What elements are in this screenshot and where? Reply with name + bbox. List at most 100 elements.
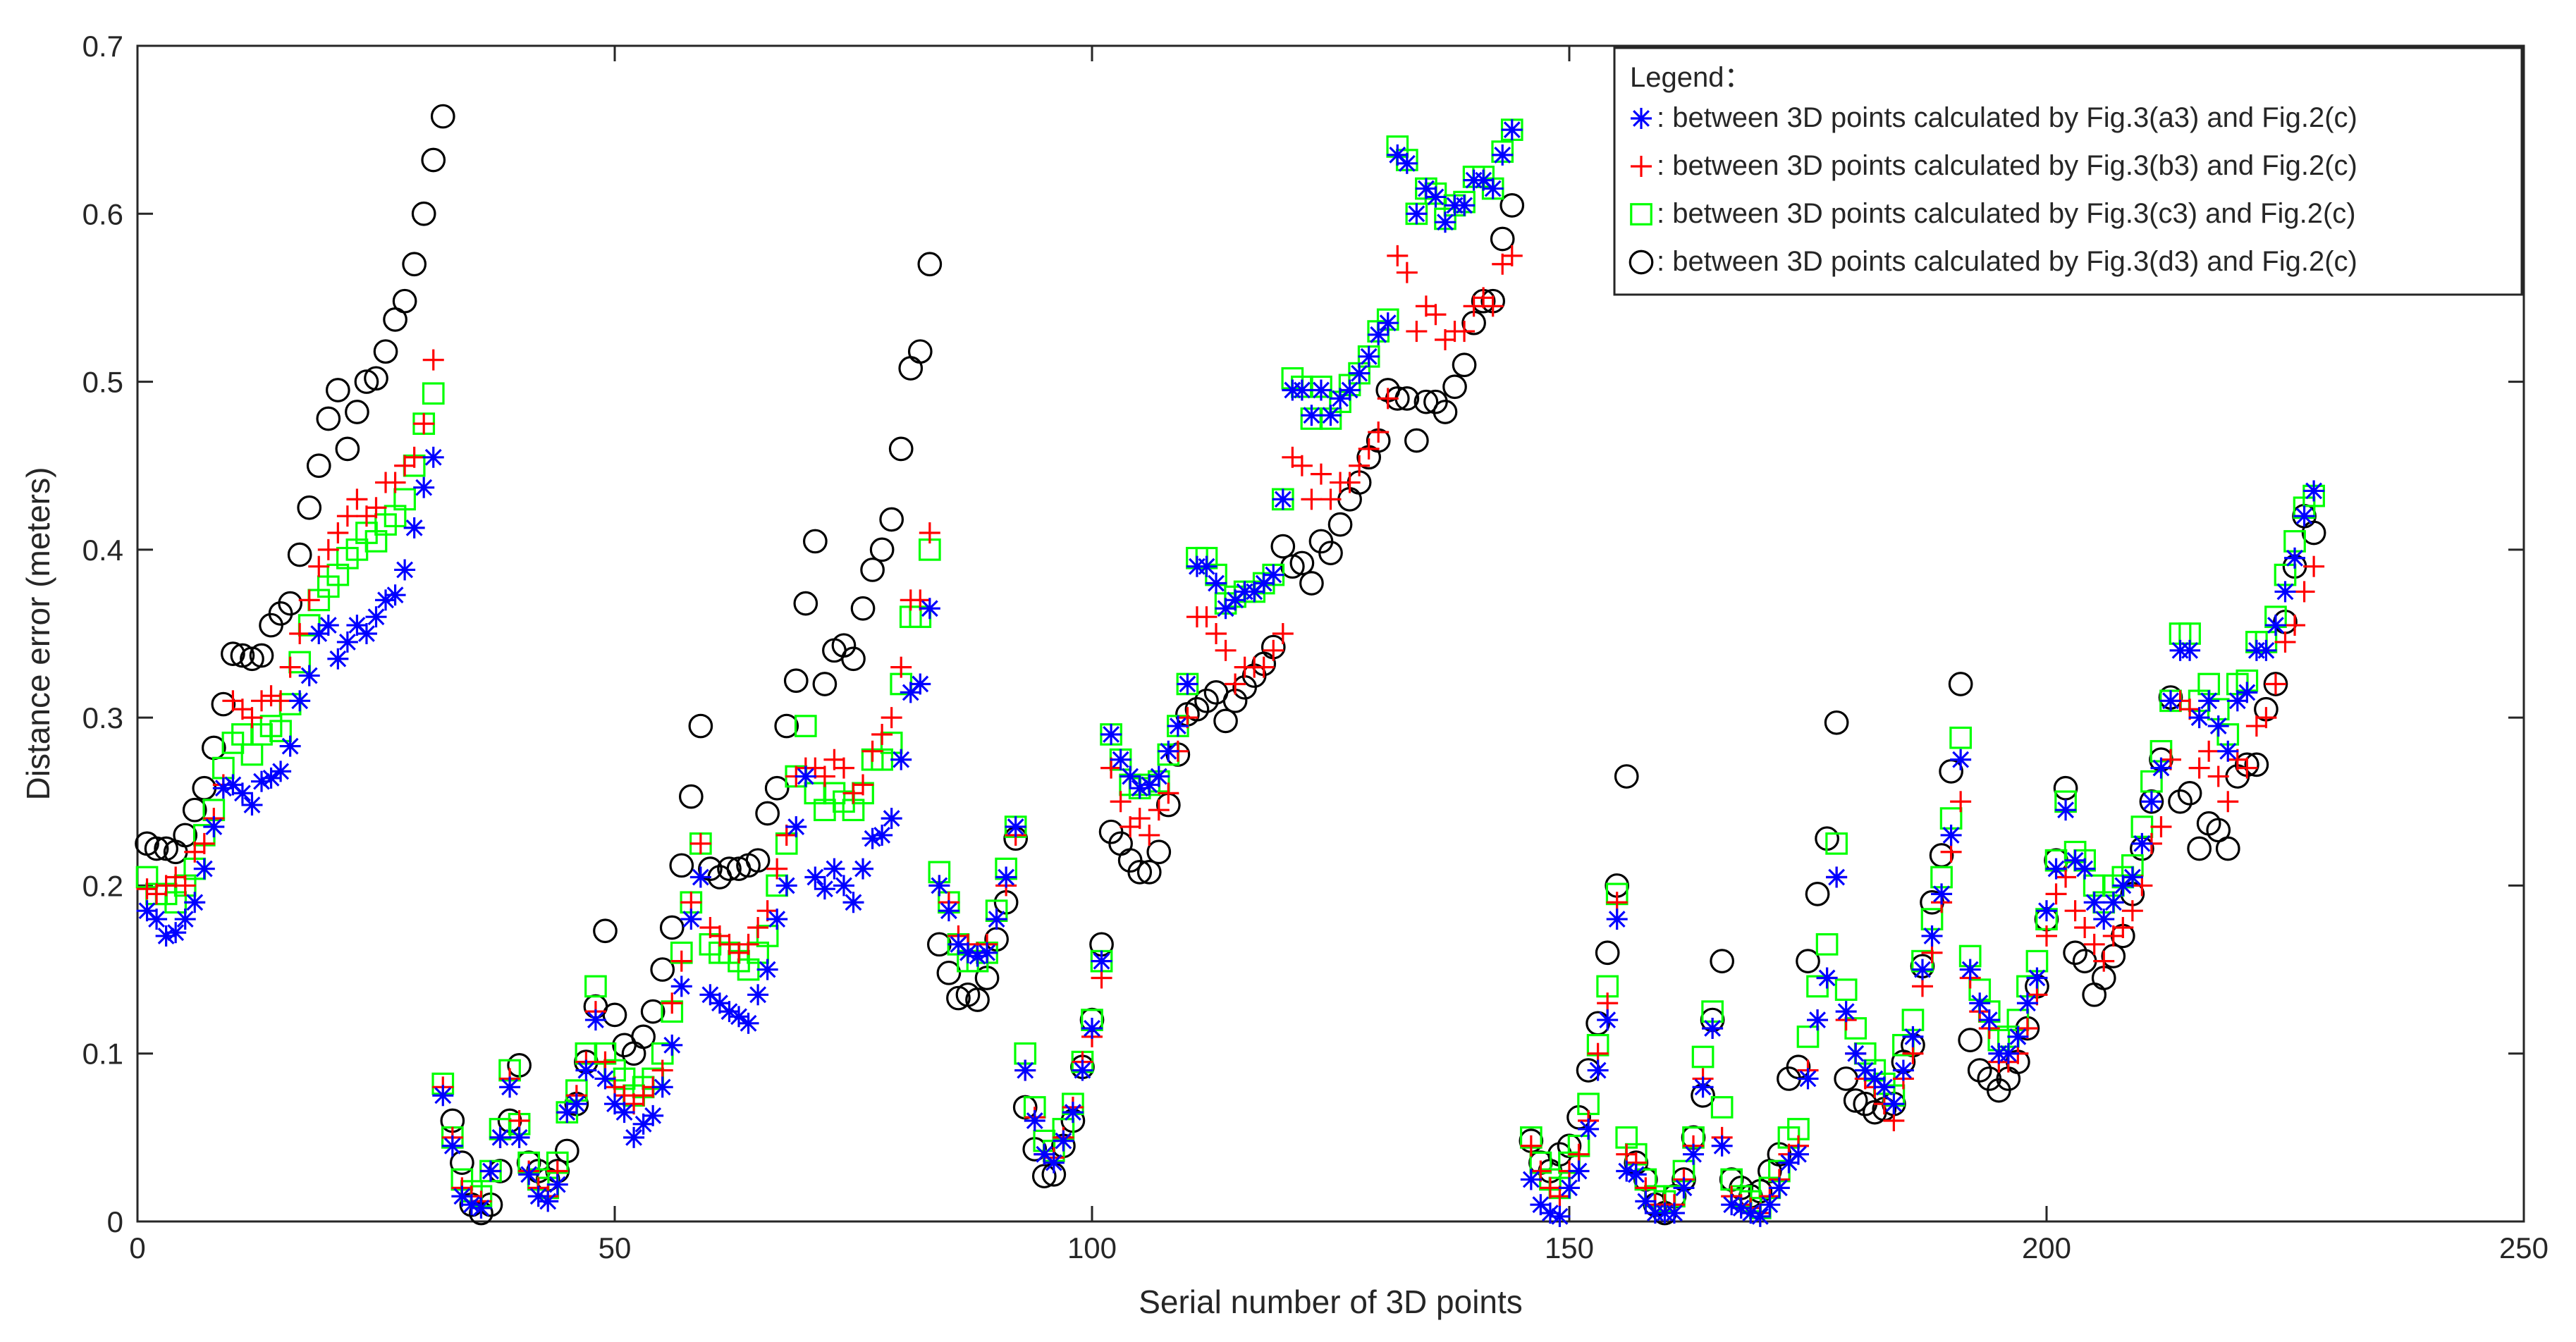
data-point-circle	[650, 957, 675, 982]
data-point-circle	[1146, 839, 1172, 865]
data-point-circle	[1958, 1028, 1983, 1053]
data-point-plus	[1482, 295, 1504, 317]
data-point-plus	[661, 992, 683, 1014]
data-point-circle	[335, 436, 360, 462]
data-point-asterisk	[1578, 1118, 1600, 1140]
data-point-asterisk	[1492, 144, 1514, 166]
data-point-plus	[298, 589, 320, 611]
data-point-plus	[2284, 615, 2306, 636]
data-point-plus	[1301, 488, 1323, 510]
data-point-asterisk	[1616, 1160, 1638, 1182]
data-point-plus	[919, 522, 940, 544]
data-point-asterisk	[365, 606, 387, 628]
data-point-asterisk	[565, 1093, 587, 1115]
data-point-circle	[2168, 789, 2192, 814]
data-point-asterisk	[2236, 682, 2258, 703]
data-point-circle	[278, 591, 302, 616]
data-point-asterisk	[518, 1164, 540, 1186]
data-point-asterisk	[165, 922, 187, 944]
y-tick-label: 0	[107, 1205, 123, 1238]
data-point-plus	[136, 878, 158, 900]
data-point-asterisk	[1320, 405, 1342, 426]
data-point-circle	[2215, 836, 2240, 861]
data-point-plus	[2245, 715, 2267, 737]
data-point-plus	[814, 765, 835, 787]
data-point-asterisk	[174, 909, 196, 930]
data-point-circle	[1490, 226, 1515, 252]
data-point-plus	[1463, 295, 1485, 317]
data-point-asterisk	[1110, 749, 1131, 770]
data-point-plus	[909, 589, 931, 611]
data-point-square	[1834, 978, 1858, 1002]
data-point-asterisk	[1062, 1102, 1084, 1124]
data-point-asterisk	[2179, 639, 2201, 661]
data-point-circle	[631, 1024, 656, 1049]
data-point-circle	[812, 672, 838, 696]
data-point-asterisk	[986, 909, 1007, 930]
data-point-circle	[717, 856, 742, 881]
data-point-asterisk	[1368, 324, 1390, 345]
data-point-plus	[2121, 900, 2143, 922]
data-point-plus	[1139, 824, 1160, 846]
data-point-asterisk	[556, 1102, 578, 1124]
data-point-asterisk	[2036, 900, 2057, 922]
data-point-asterisk	[1873, 1076, 1895, 1098]
data-point-asterisk	[938, 900, 959, 922]
data-point-plus	[2064, 900, 2086, 922]
data-point-circle	[802, 529, 828, 554]
data-point-plus	[1320, 488, 1342, 510]
data-point-plus	[2036, 925, 2057, 947]
data-point-plus	[1434, 329, 1456, 350]
data-point-plus	[289, 623, 311, 644]
data-point-circle	[860, 558, 885, 582]
data-point-asterisk	[1997, 1042, 2019, 1064]
data-point-asterisk	[2131, 832, 2153, 854]
data-point-plus	[2131, 875, 2153, 897]
data-point-asterisk	[852, 858, 874, 880]
data-point-asterisk	[394, 559, 416, 581]
data-point-asterisk	[422, 446, 444, 468]
data-point-plus	[632, 1085, 654, 1107]
legend-items: : between 3D points calculated by Fig.3(…	[1629, 102, 2357, 277]
data-point-plus	[1501, 245, 1523, 266]
data-point-plus	[2207, 765, 2229, 787]
data-point-asterisk	[1196, 555, 1218, 577]
data-point-asterisk	[1358, 345, 1380, 367]
data-point-circle	[345, 400, 369, 424]
data-point-asterisk	[575, 1059, 597, 1081]
data-point-square	[794, 715, 817, 737]
data-point-asterisk	[2303, 480, 2325, 502]
data-point-asterisk	[737, 1012, 759, 1034]
y-tick-label: 0.2	[82, 869, 123, 902]
data-point-asterisk	[1396, 152, 1418, 174]
data-point-asterisk	[2293, 505, 2315, 527]
data-point-circle	[2244, 752, 2269, 777]
x-tick-label: 250	[2499, 1231, 2549, 1264]
legend-item-square: : between 3D points calculated by Fig.3(…	[1630, 198, 2356, 229]
data-point-asterisk	[613, 1102, 635, 1124]
data-point-plus	[2217, 791, 2239, 813]
data-point-asterisk	[1902, 1026, 1924, 1047]
data-point-plus	[1253, 656, 1275, 678]
data-point-circle	[182, 797, 207, 823]
data-point-square	[269, 720, 292, 743]
data-point-asterisk	[146, 909, 168, 930]
data-point-plus	[2016, 1017, 2038, 1039]
data-point-plus	[1406, 321, 1428, 343]
data-point-asterisk	[1797, 1068, 1819, 1090]
data-point-plus	[2093, 950, 2115, 972]
data-point-plus	[871, 723, 893, 745]
data-point-asterisk	[355, 623, 377, 644]
legend-marker-asterisk	[1631, 108, 1652, 129]
data-point-plus	[1206, 623, 1227, 644]
data-point-asterisk	[384, 584, 406, 606]
data-point-asterisk	[909, 673, 931, 695]
data-point-plus	[2112, 917, 2134, 938]
data-point-circle	[392, 288, 417, 314]
legend-marker-circle	[1629, 250, 1654, 275]
data-point-plus	[355, 505, 377, 527]
data-point-plus	[689, 832, 711, 854]
data-point-asterisk	[2255, 639, 2277, 661]
data-point-plus	[881, 707, 902, 729]
data-point-plus	[1129, 808, 1151, 830]
